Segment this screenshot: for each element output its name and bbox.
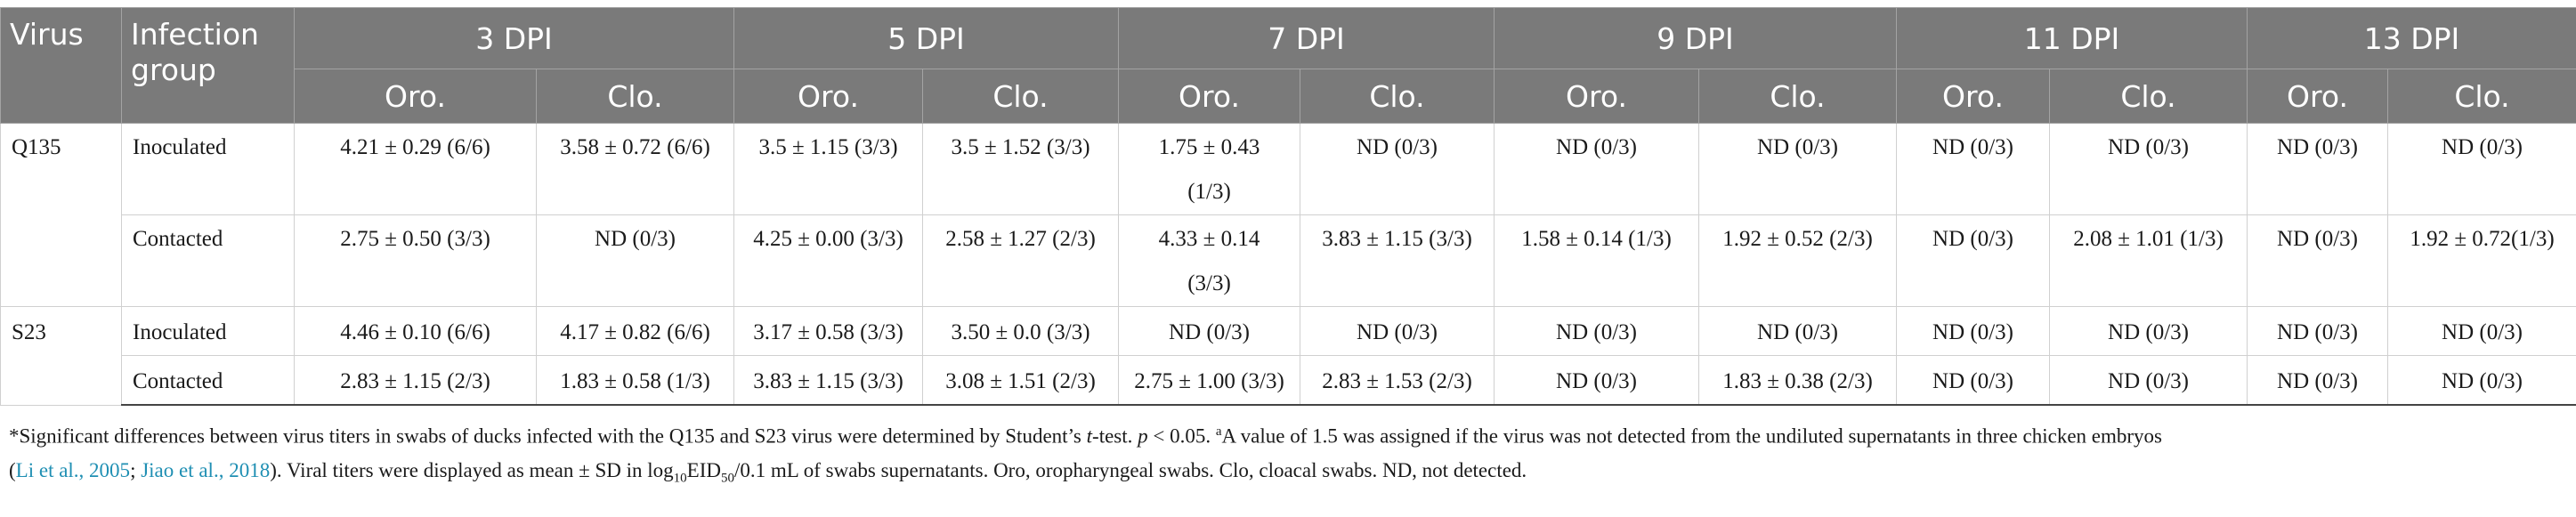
titer-cell: 3.5 ± 1.52 (3/3) <box>922 123 1119 215</box>
footnote-italic-p: p <box>1138 424 1148 448</box>
footnote-text: -test. <box>1092 424 1138 448</box>
header-oro: Oro. <box>733 69 923 124</box>
header-dpi: 3 DPI <box>294 7 734 69</box>
footnote-text: ). Viral titers were displayed as mean ±… <box>270 458 674 481</box>
titer-cell: 3.83 ± 1.15 (3/3) <box>1300 214 1495 307</box>
table-row: Q135 Inoculated 4.21 ± 0.29 (6/6) 3.58 ±… <box>0 123 2576 307</box>
header-clo: Clo. <box>1300 69 1495 124</box>
footnote-subscript: 10 <box>673 471 687 486</box>
footnote-text: EID <box>686 458 721 481</box>
footnote-text: < 0.05. <box>1147 424 1216 448</box>
titer-cell: ND (0/3) <box>2049 123 2248 215</box>
header-clo: Clo. <box>1698 69 1897 124</box>
footnote-text: ( <box>9 458 16 481</box>
titer-cell: ND (0/3) <box>2387 306 2576 356</box>
table-footnote: *Significant differences between virus t… <box>0 406 2576 495</box>
group-cell: Inoculated <box>121 123 295 215</box>
titer-cell: ND (0/3) <box>1698 306 1897 356</box>
titer-cell: 2.75 ± 1.00 (3/3) <box>1118 355 1300 406</box>
titer-cell: 1.58 ± 0.14 (1/3) <box>1494 214 1699 307</box>
table-row: Contacted 2.83 ± 1.15 (2/3) 1.83 ± 0.58 … <box>1 355 2576 406</box>
titer-cell: 3.5 ± 1.15 (3/3) <box>733 123 923 215</box>
header-oro: Oro. <box>2247 69 2388 124</box>
titer-cell: ND (0/3) <box>2247 355 2388 406</box>
group-cell: Contacted <box>121 355 295 406</box>
group-cell: Inoculated <box>121 306 295 356</box>
titer-cell: 1.83 ± 0.58 (1/3) <box>536 355 734 406</box>
titer-cell: ND (0/3) <box>2049 306 2248 356</box>
titer-cell: 2.83 ± 1.53 (2/3) <box>1300 355 1495 406</box>
table-row: Contacted 2.75 ± 0.50 (3/3) ND (0/3) 4.2… <box>1 214 2576 307</box>
titer-cell: 3.50 ± 0.0 (3/3) <box>922 306 1119 356</box>
footnote-italic-t: t <box>1086 424 1093 448</box>
titer-cell: 4.33 ± 0.14 (3/3) <box>1118 214 1300 307</box>
titer-cell: 3.08 ± 1.51 (2/3) <box>922 355 1119 406</box>
titer-cell: ND (0/3) <box>2049 355 2248 406</box>
header-virus: Virus <box>0 7 122 124</box>
header-infection-group: Infection group <box>121 7 295 124</box>
footnote-text: /0.1 mL of swabs supernatants. Oro, orop… <box>734 458 1527 481</box>
titer-cell: 3.17 ± 0.58 (3/3) <box>733 306 923 356</box>
titer-cell: 4.46 ± 0.10 (6/6) <box>294 306 537 356</box>
titer-cell: ND (0/3) <box>1896 306 2050 356</box>
footnote-superscript: a <box>1215 424 1222 439</box>
titer-cell: ND (0/3) <box>1896 123 2050 215</box>
header-dpi: 11 DPI <box>1896 7 2248 69</box>
titer-cell: 3.58 ± 0.72 (6/6) <box>536 123 734 215</box>
titer-cell: ND (0/3) <box>1494 355 1699 406</box>
titer-cell: ND (0/3) <box>2387 123 2576 215</box>
footnote-text: *Significant differences between virus t… <box>9 424 1087 448</box>
header-oro: Oro. <box>294 69 537 124</box>
header-oro: Oro. <box>1494 69 1699 124</box>
header-oro: Oro. <box>1118 69 1300 124</box>
titer-cell: 1.92 ± 0.52 (2/3) <box>1698 214 1897 307</box>
titer-cell: ND (0/3) <box>2247 123 2388 215</box>
titer-cell: ND (0/3) <box>1118 306 1300 356</box>
footnote-subscript: 50 <box>721 471 734 486</box>
header-clo: Clo. <box>536 69 734 124</box>
header-dpi: 5 DPI <box>733 7 1119 69</box>
titer-cell: ND (0/3) <box>1896 214 2050 307</box>
header-dpi: 13 DPI <box>2247 7 2576 69</box>
titer-cell: ND (0/3) <box>1494 123 1699 215</box>
virus-cell: S23 <box>0 306 122 406</box>
titer-cell: 2.58 ± 1.27 (2/3) <box>922 214 1119 307</box>
titer-cell: 2.83 ± 1.15 (2/3) <box>294 355 537 406</box>
titer-cell: 3.83 ± 1.15 (3/3) <box>733 355 923 406</box>
virus-cell: Q135 <box>0 123 122 307</box>
titer-cell: ND (0/3) <box>1300 306 1495 356</box>
header-clo: Clo. <box>2049 69 2248 124</box>
citation-link[interactable]: Jiao et al., 2018 <box>141 458 271 481</box>
header-clo: Clo. <box>2387 69 2576 124</box>
titer-cell: ND (0/3) <box>1698 123 1897 215</box>
titer-cell: 1.92 ± 0.72(1/3) <box>2387 214 2576 307</box>
header-dpi: 7 DPI <box>1118 7 1495 69</box>
titer-cell: 2.08 ± 1.01 (1/3) <box>2049 214 2248 307</box>
titer-cell: ND (0/3) <box>2247 306 2388 356</box>
footnote-text: A value of 1.5 was assigned if the virus… <box>1221 424 2162 448</box>
titer-cell: ND (0/3) <box>2387 355 2576 406</box>
table-row: S23 Inoculated 4.46 ± 0.10 (6/6) 4.17 ± … <box>0 306 2576 406</box>
viral-titer-table: Virus Infection group 3 DPI 5 DPI 7 DPI … <box>0 7 2576 406</box>
header-clo: Clo. <box>922 69 1119 124</box>
titer-cell: 1.83 ± 0.38 (2/3) <box>1698 355 1897 406</box>
titer-cell: ND (0/3) <box>536 214 734 307</box>
titer-cell: 4.21 ± 0.29 (6/6) <box>294 123 537 215</box>
header-oro: Oro. <box>1896 69 2050 124</box>
titer-cell: 4.25 ± 0.00 (3/3) <box>733 214 923 307</box>
titer-cell: 4.17 ± 0.82 (6/6) <box>536 306 734 356</box>
footnote-text: ; <box>130 458 142 481</box>
titer-cell: 1.75 ± 0.43 (1/3) <box>1118 123 1300 215</box>
titer-cell: 2.75 ± 0.50 (3/3) <box>294 214 537 307</box>
titer-cell: ND (0/3) <box>2247 214 2388 307</box>
citation-link[interactable]: Li et al., 2005 <box>15 458 131 481</box>
titer-cell: ND (0/3) <box>1896 355 2050 406</box>
group-cell: Contacted <box>121 214 295 307</box>
header-dpi: 9 DPI <box>1494 7 1897 69</box>
table-container: Virus Infection group 3 DPI 5 DPI 7 DPI … <box>0 7 2576 495</box>
titer-cell: ND (0/3) <box>1494 306 1699 356</box>
titer-cell: ND (0/3) <box>1300 123 1495 215</box>
